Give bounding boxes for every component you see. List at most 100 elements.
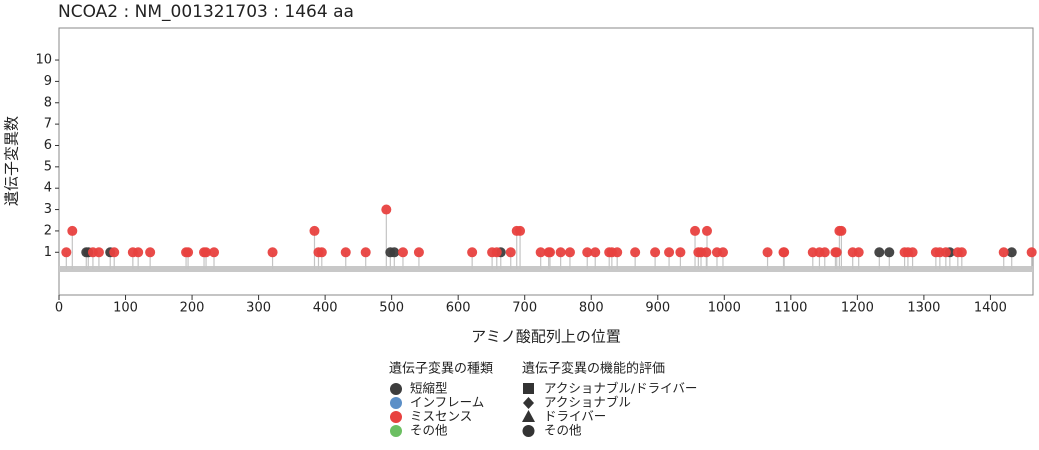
- legend2-text: アクショナブル: [544, 395, 631, 410]
- legend-marker: [390, 397, 402, 409]
- mutation-point: [1006, 247, 1017, 258]
- legend-square: [523, 383, 534, 394]
- x-tick-label: 0: [55, 301, 63, 316]
- x-tick-label: 400: [313, 301, 338, 316]
- x-tick-label: 1000: [708, 301, 741, 316]
- mutation-point: [397, 247, 408, 258]
- mutation-point: [505, 247, 516, 258]
- mutation-point: [702, 225, 713, 236]
- x-axis-label: アミノ酸配列上の位置: [471, 328, 621, 346]
- x-tick-label: 200: [180, 301, 205, 316]
- mutation-point: [1026, 247, 1037, 258]
- mutation-point: [555, 247, 566, 258]
- y-axis-label: 遺伝子変異数: [3, 116, 21, 206]
- mutation-point: [535, 247, 546, 258]
- mutation-point: [956, 247, 967, 258]
- mutation-point: [467, 247, 478, 258]
- mutation-point: [316, 247, 327, 258]
- x-tick-label: 1100: [774, 301, 807, 316]
- chart-title: NCOA2 : NM_001321703 : 1464 aa: [58, 2, 354, 22]
- legend-text: 短縮型: [410, 381, 448, 396]
- x-tick-label: 1300: [907, 301, 940, 316]
- legend-marker: [390, 425, 402, 437]
- mutation-point: [209, 247, 220, 258]
- x-tick-label: 100: [113, 301, 138, 316]
- mutation-point: [309, 225, 320, 236]
- y-tick-label: 4: [44, 181, 52, 196]
- x-tick-label: 1200: [841, 301, 874, 316]
- legend2-title: 遺伝子変異の機能的評価: [522, 361, 665, 377]
- mutation-point: [998, 247, 1009, 258]
- legend-diamond: [523, 397, 534, 409]
- mutation-point: [717, 247, 728, 258]
- mutation-point: [544, 247, 555, 258]
- legend-triangle: [522, 410, 535, 422]
- y-tick-label: 5: [44, 159, 52, 174]
- mutation-point: [413, 247, 424, 258]
- mutation-point: [515, 225, 526, 236]
- y-tick-label: 6: [44, 138, 52, 153]
- mutation-point: [61, 247, 72, 258]
- mutation-point: [201, 247, 212, 258]
- mutation-point: [564, 247, 575, 258]
- mutation-point: [630, 247, 641, 258]
- mutation-point: [360, 247, 371, 258]
- mutation-point: [907, 247, 918, 258]
- mutation-point: [853, 247, 864, 258]
- x-tick-label: 800: [579, 301, 604, 316]
- x-tick-label: 1400: [974, 301, 1007, 316]
- mutation-point: [381, 204, 392, 215]
- mutation-point: [664, 247, 675, 258]
- mutation-point: [690, 225, 701, 236]
- mutation-point: [819, 247, 830, 258]
- mutation-point: [675, 247, 686, 258]
- x-tick-label: 700: [512, 301, 537, 316]
- y-tick-label: 9: [44, 74, 52, 89]
- y-tick-label: 3: [44, 202, 52, 217]
- mutation-point: [701, 247, 712, 258]
- mutation-point: [340, 247, 351, 258]
- y-tick-label: 7: [44, 117, 52, 132]
- mutation-point: [650, 247, 661, 258]
- legend-text: インフレーム: [410, 395, 484, 410]
- x-tick-label: 600: [446, 301, 471, 316]
- mutation-point: [183, 247, 194, 258]
- y-tick-label: 1: [44, 245, 52, 260]
- mutation-point: [779, 247, 790, 258]
- legend-circle: [522, 425, 535, 437]
- mutation-point: [133, 247, 144, 258]
- mutation-point: [940, 247, 951, 258]
- y-tick-label: 8: [44, 95, 52, 110]
- mutation-point: [67, 225, 78, 236]
- x-tick-label: 900: [645, 301, 670, 316]
- mutation-point: [93, 247, 104, 258]
- legend2-text: その他: [544, 423, 582, 438]
- legend-marker: [390, 383, 402, 395]
- legend2-text: アクショナブル/ドライバー: [544, 381, 697, 396]
- mutation-point: [874, 247, 885, 258]
- legend-marker: [390, 411, 402, 423]
- legend2-text: ドライバー: [544, 409, 606, 424]
- mutation-point: [145, 247, 156, 258]
- mutation-point: [491, 247, 502, 258]
- y-tick-label: 2: [44, 223, 52, 238]
- mutation-point: [389, 247, 400, 258]
- mutation-point: [267, 247, 278, 258]
- mutation-point: [762, 247, 773, 258]
- y-tick-label: 10: [35, 53, 52, 68]
- mutation-point: [582, 247, 593, 258]
- legend-text: ミスセンス: [410, 409, 472, 424]
- mutation-point: [836, 225, 847, 236]
- mutation-point: [612, 247, 623, 258]
- mutation-point: [884, 247, 895, 258]
- legend2-shapes: [522, 383, 535, 437]
- mutation-point: [831, 247, 842, 258]
- x-tick-label: 300: [246, 301, 271, 316]
- mutation-point: [590, 247, 601, 258]
- legend-text: その他: [410, 423, 448, 438]
- legend-title: 遺伝子変異の種類: [389, 361, 493, 377]
- x-tick-label: 500: [379, 301, 404, 316]
- protein-backbone: [59, 266, 1033, 272]
- mutation-point: [109, 247, 120, 258]
